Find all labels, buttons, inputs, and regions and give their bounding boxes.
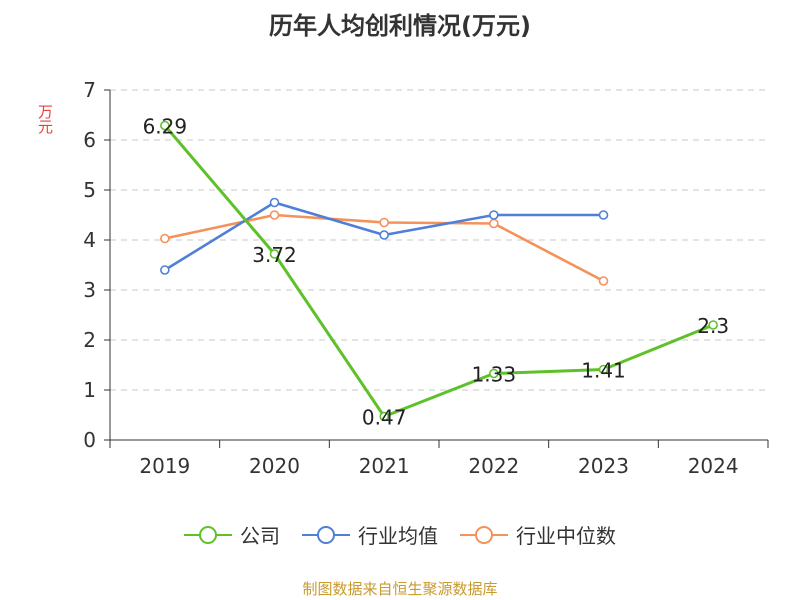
data-point-company[interactable] (489, 368, 499, 379)
x-tick-label: 2020 (249, 454, 300, 478)
x-tick-label: 2019 (139, 454, 190, 478)
y-tick-label: 3 (83, 278, 96, 302)
data-label-company: 1.33 (472, 363, 517, 387)
y-tick-label: 2 (83, 328, 96, 352)
legend-marker-company-icon (184, 525, 232, 544)
data-point-company[interactable] (269, 249, 280, 259)
y-tick-label: 4 (83, 228, 96, 252)
legend-label-industry-avg: 行业均值 (358, 524, 438, 548)
data-point-industry-avg[interactable] (269, 197, 280, 208)
data-label-company: 3.72 (252, 243, 297, 267)
x-tick-label: 2024 (688, 454, 739, 478)
series-line-company (163, 124, 714, 418)
data-label-company: 1.41 (581, 359, 626, 383)
y-tick-label: 7 (83, 78, 96, 102)
legend-marker-industry-median-icon (460, 525, 508, 544)
legend-marker-industry-avg-icon (302, 525, 350, 544)
data-source-note: 制图数据来自恒生聚源数据库 (302, 580, 498, 598)
data-point-industry-median[interactable] (160, 233, 170, 244)
data-point-industry-median[interactable] (598, 276, 609, 286)
legend-item-industry-median[interactable]: 行业中位数 (460, 520, 616, 549)
chart-legend: 公司 行业均值 行业中位数 (0, 520, 800, 549)
legend-label-company: 公司 (240, 524, 280, 548)
x-tick-label: 2023 (578, 454, 629, 478)
x-tick-label: 2022 (468, 454, 519, 478)
data-point-company[interactable] (379, 411, 389, 422)
data-point-industry-median[interactable] (489, 218, 499, 229)
data-point-company[interactable] (598, 364, 609, 375)
y-tick-label: 1 (83, 378, 96, 402)
data-point-company[interactable] (708, 320, 718, 330)
legend-label-industry-median: 行业中位数 (516, 524, 616, 548)
y-axis-unit-label: 万元 (36, 104, 54, 134)
x-tick-label: 2021 (359, 454, 410, 478)
legend-item-company[interactable]: 公司 (184, 520, 280, 549)
data-point-industry-median[interactable] (269, 210, 280, 220)
data-label-company: 0.47 (362, 406, 407, 430)
data-label-company: 2.3 (697, 314, 729, 338)
y-tick-label: 5 (83, 178, 96, 202)
data-point-company[interactable] (160, 120, 170, 131)
data-point-industry-avg[interactable] (379, 230, 389, 240)
data-point-industry-avg[interactable] (489, 210, 499, 220)
legend-item-industry-avg[interactable]: 行业均值 (302, 520, 438, 549)
data-label-company: 6.29 (143, 115, 188, 139)
data-point-industry-avg[interactable] (160, 265, 170, 275)
data-point-industry-avg[interactable] (598, 210, 609, 220)
y-tick-label: 0 (83, 428, 96, 452)
y-tick-label: 6 (83, 128, 96, 152)
chart-title: 历年人均创利情况(万元) (269, 12, 531, 40)
data-point-industry-median[interactable] (379, 217, 389, 228)
